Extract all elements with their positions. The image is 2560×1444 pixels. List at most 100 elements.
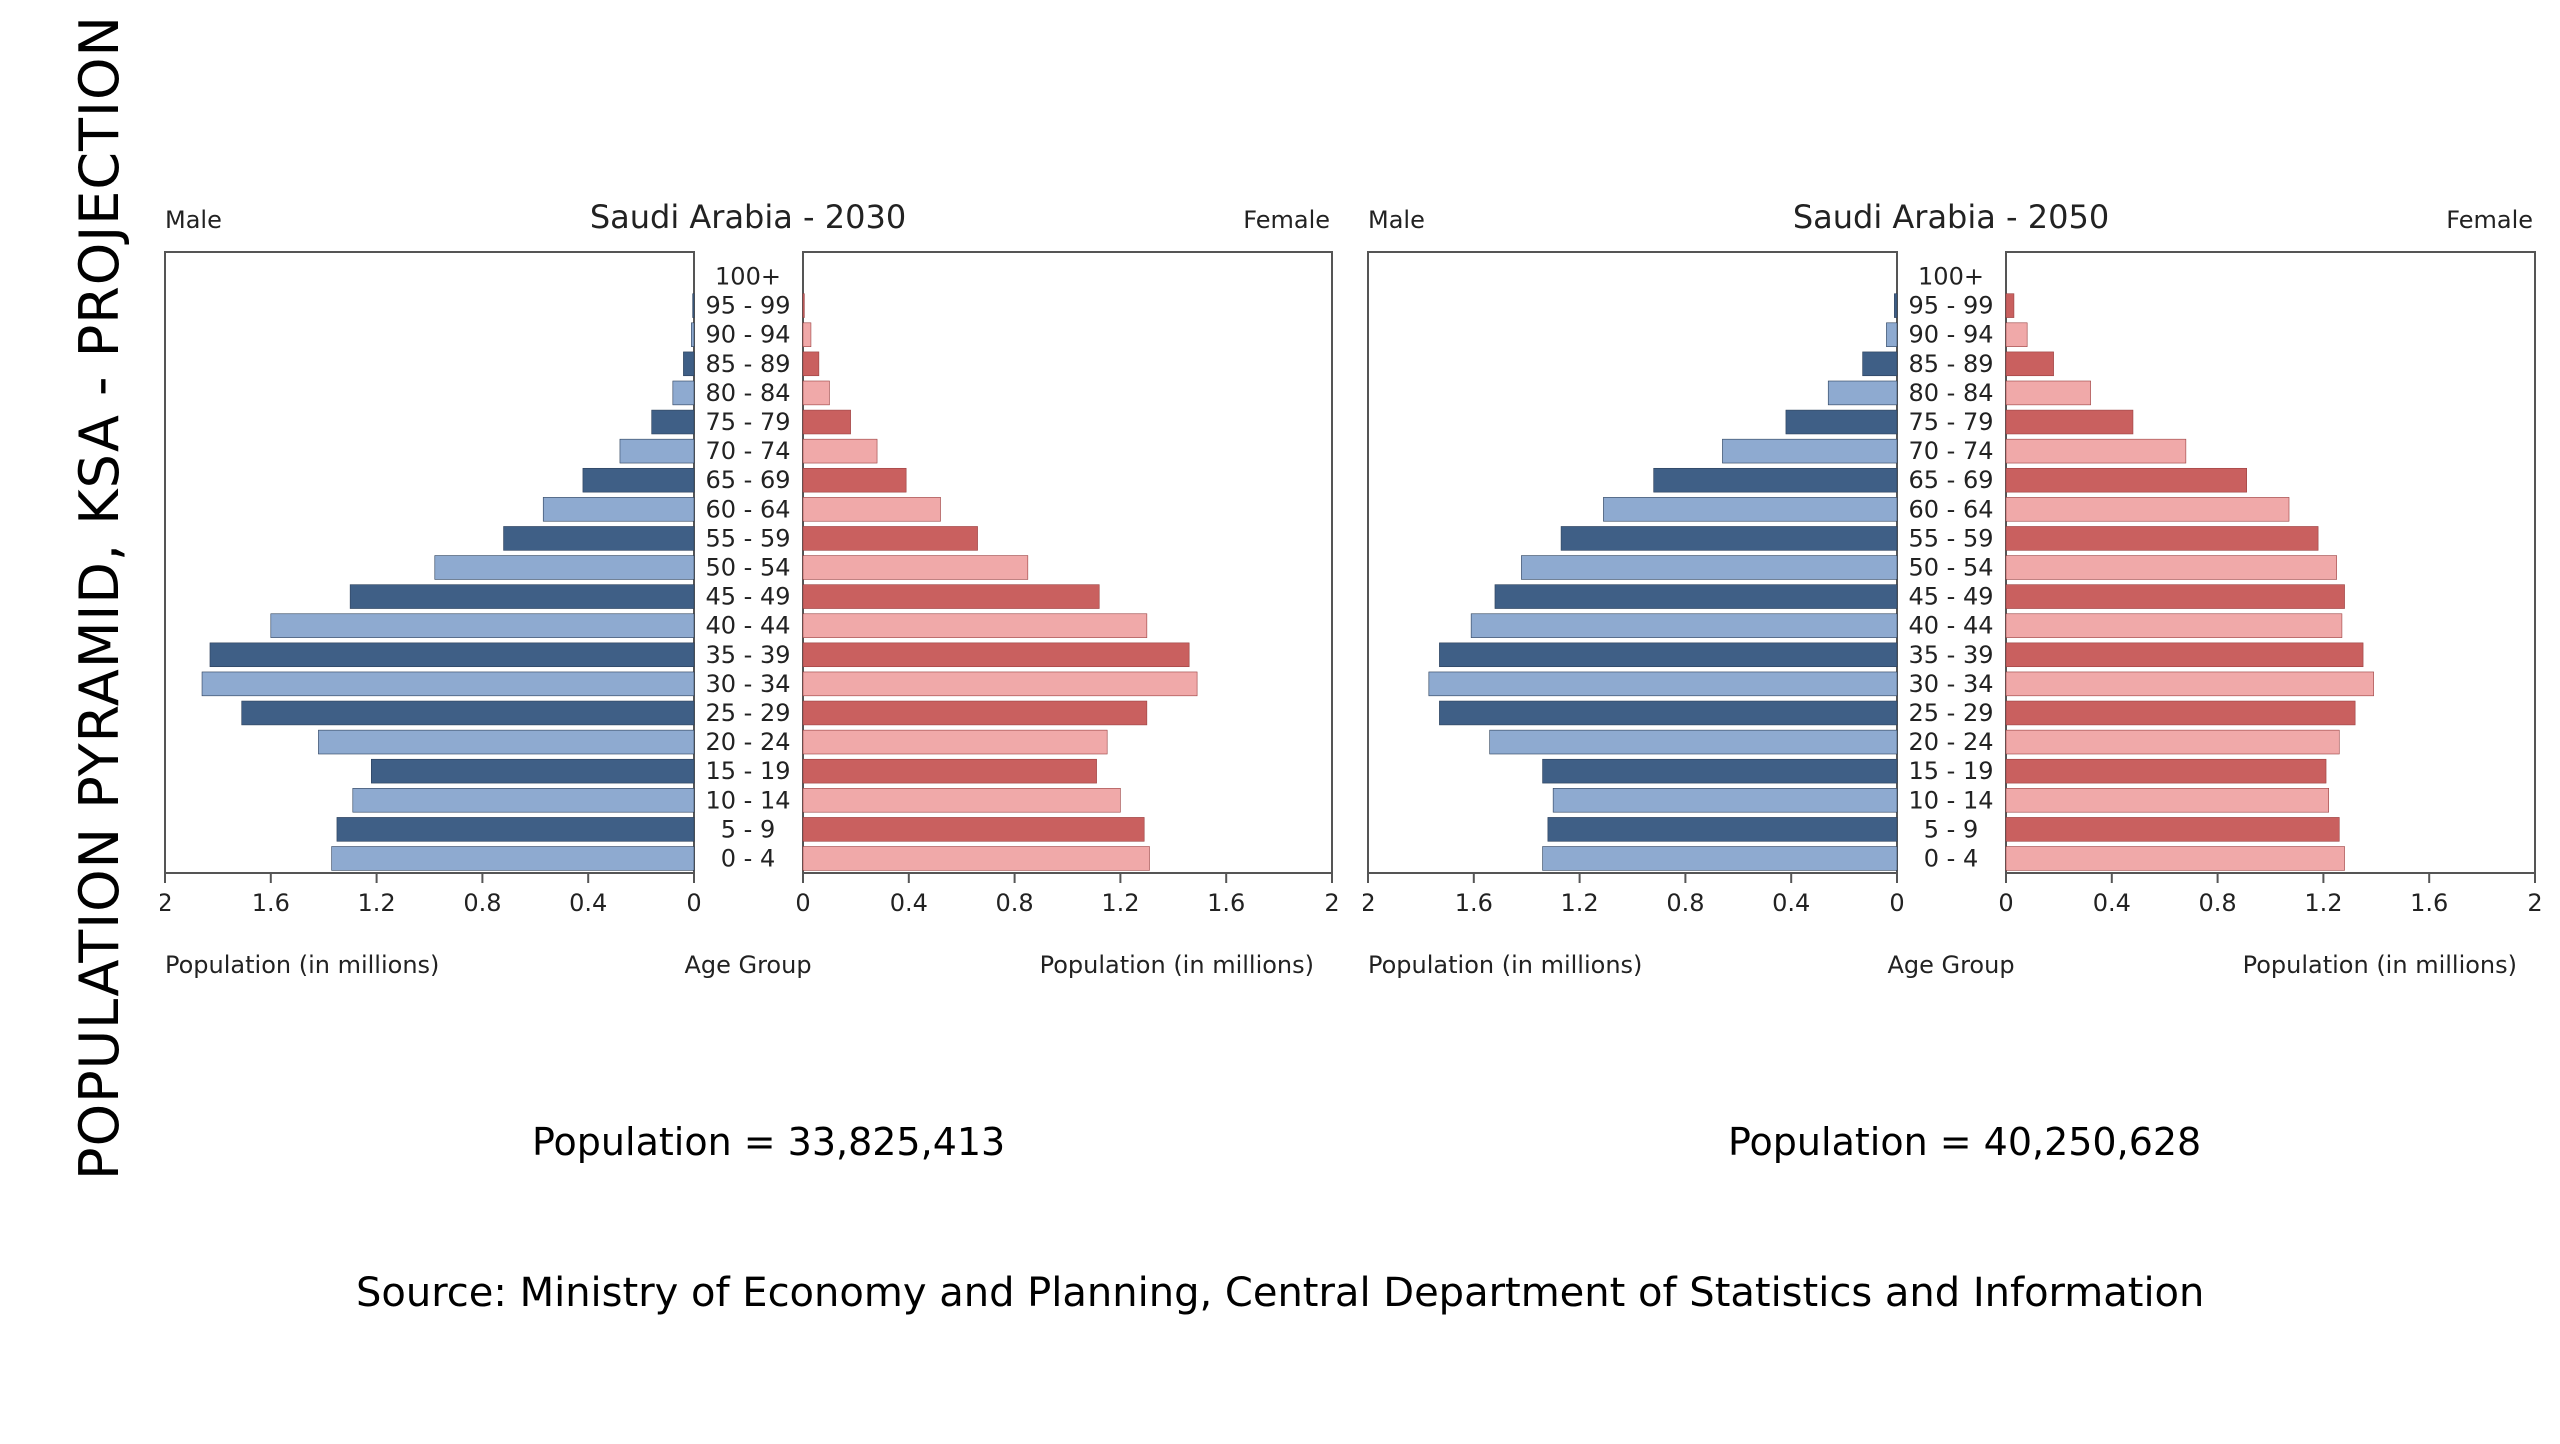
male-bar — [691, 322, 695, 347]
age-group-label: 35 - 39 — [706, 641, 791, 669]
age-group-label: 55 - 59 — [1909, 524, 1994, 552]
male-bar — [1489, 729, 1898, 755]
female-bar — [802, 671, 1198, 697]
age-group-label: 95 - 99 — [1909, 292, 1994, 320]
age-group-label: 0 - 4 — [721, 844, 775, 872]
female-bar — [802, 613, 1148, 638]
source-note: Source: Ministry of Economy and Planning… — [356, 1270, 2205, 1316]
female-bar — [802, 351, 820, 377]
male-tick-label: 1.6 — [1455, 889, 1493, 917]
male-bar — [201, 671, 695, 697]
male-bar — [1886, 322, 1898, 347]
age-group-label: 80 - 84 — [1909, 379, 1994, 407]
female-bar — [2005, 555, 2337, 580]
male-bar — [672, 380, 695, 406]
female-tick-label: 0.8 — [996, 889, 1034, 917]
female-bar — [802, 817, 1145, 842]
female-bar — [802, 846, 1150, 871]
female-bar — [2005, 526, 2319, 551]
female-axis-label: Population (in millions) — [2243, 951, 2517, 979]
male-tick-label: 0.4 — [569, 889, 607, 917]
age-group-label: 25 - 29 — [1909, 699, 1994, 727]
age-group-label: 70 - 74 — [706, 437, 791, 465]
male-bar — [651, 409, 695, 435]
female-bar — [802, 293, 805, 318]
age-group-label: 65 - 69 — [706, 466, 791, 494]
age-group-label: 20 - 24 — [706, 728, 791, 756]
age-group-label: 75 - 79 — [1909, 408, 1994, 436]
age-group-label: 15 - 19 — [1909, 757, 1994, 785]
age-group-label: 5 - 9 — [721, 815, 775, 843]
male-tick-label: 2 — [1363, 889, 1376, 917]
age-axis-label: Age Group — [684, 951, 811, 979]
male-bar — [241, 700, 695, 726]
age-group-label: 40 - 44 — [706, 612, 791, 640]
age-group-label: 45 - 49 — [706, 583, 791, 611]
female-tick-label: 1.2 — [1101, 889, 1139, 917]
female-bar — [2005, 817, 2340, 842]
pyramid-svg: Male Saudi Arabia - 2050 Female 100+95 - 99… — [1363, 198, 2543, 979]
female-bar — [802, 438, 878, 464]
female-bar — [2005, 788, 2329, 813]
age-group-label: 30 - 34 — [1909, 670, 1994, 698]
age-group-label: 50 - 54 — [1909, 554, 1994, 582]
female-bar — [2005, 293, 2015, 318]
age-group-label: 90 - 94 — [1909, 321, 1994, 349]
female-bar — [2005, 351, 2054, 377]
male-bar — [1560, 526, 1898, 551]
age-group-label: 100+ — [1918, 263, 1984, 291]
female-bar — [2005, 758, 2327, 784]
female-bar — [802, 409, 851, 435]
female-tick-label: 0 — [795, 889, 810, 917]
male-tick-label: 0 — [686, 889, 701, 917]
age-group-label: 75 - 79 — [706, 408, 791, 436]
male-bar — [692, 293, 695, 318]
female-tick-label: 0.4 — [2093, 889, 2131, 917]
male-bar — [582, 467, 695, 493]
male-bar — [352, 788, 695, 813]
female-bar — [802, 758, 1097, 784]
male-bar — [1547, 817, 1898, 842]
male-bar — [331, 846, 695, 871]
male-bar — [209, 642, 695, 668]
female-tick-label: 0 — [1998, 889, 2013, 917]
age-group-label: 70 - 74 — [1909, 437, 1994, 465]
population-total-2030: Population = 33,825,413 — [532, 1120, 1006, 1164]
age-group-label: 80 - 84 — [706, 379, 791, 407]
male-bar — [1894, 293, 1898, 318]
age-group-label: 35 - 39 — [1909, 641, 1994, 669]
female-bar — [802, 380, 830, 406]
age-group-label: 55 - 59 — [706, 524, 791, 552]
male-bar — [1785, 409, 1898, 435]
female-bar — [2005, 322, 2028, 347]
male-bar — [1439, 642, 1898, 668]
female-bar — [2005, 729, 2340, 755]
female-bar — [2005, 497, 2290, 522]
age-group-label: 95 - 99 — [706, 292, 791, 320]
age-group-label: 25 - 29 — [706, 699, 791, 727]
male-label: Male — [1368, 206, 1425, 234]
female-label: Female — [2446, 206, 2533, 234]
pyramid-2050: Male Saudi Arabia - 2050 Female 100+ 95 - 99… — [1363, 190, 2560, 1030]
male-tick-label: 1.2 — [1561, 889, 1599, 917]
female-bar — [802, 322, 812, 347]
female-tick-label: 0.4 — [890, 889, 928, 917]
age-group-label: 10 - 14 — [1909, 786, 1994, 814]
pyramid-svg: Male Saudi Arabia - 2030 Female 100+95 - 99… — [160, 198, 1340, 979]
age-group-label: 0 - 4 — [1924, 844, 1978, 872]
female-bar — [802, 555, 1029, 580]
age-group-label: 90 - 94 — [706, 321, 791, 349]
male-bar — [349, 584, 695, 609]
age-group-label: 60 - 64 — [1909, 495, 1994, 523]
age-group-label: 85 - 89 — [1909, 350, 1994, 378]
female-bar — [2005, 467, 2247, 493]
male-tick-label: 1.2 — [358, 889, 396, 917]
male-tick-label: 1.6 — [252, 889, 290, 917]
female-bar — [2005, 642, 2364, 668]
male-bar — [1827, 380, 1898, 406]
male-bar — [270, 613, 695, 638]
female-bar — [2005, 409, 2134, 435]
population-total-2050: Population = 40,250,628 — [1728, 1120, 2202, 1164]
female-bar — [2005, 671, 2374, 697]
female-bar — [802, 642, 1190, 668]
